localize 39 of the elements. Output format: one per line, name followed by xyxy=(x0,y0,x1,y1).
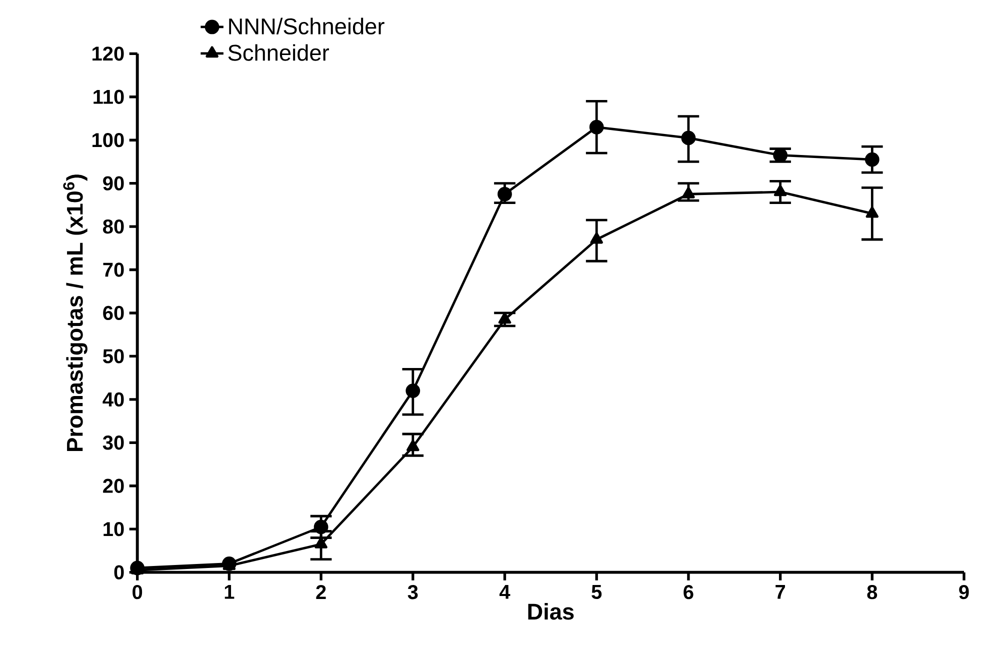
point xyxy=(406,384,420,398)
x-tick-label: 0 xyxy=(132,585,142,600)
y-tick-label: 90 xyxy=(103,176,124,190)
y-tick-label: 50 xyxy=(102,349,124,364)
x-tick-label: 8 xyxy=(867,585,878,600)
y-tick-label: 20 xyxy=(103,478,124,493)
y-tick-label: 120 xyxy=(92,46,124,61)
point xyxy=(773,148,788,162)
x-axis-title: Dias xyxy=(528,603,574,620)
y-tick-label: 10 xyxy=(104,522,124,536)
point xyxy=(406,440,420,452)
point xyxy=(864,152,880,167)
point xyxy=(681,130,696,146)
legend-label: NNN/Schneider xyxy=(229,18,384,34)
point xyxy=(866,206,879,218)
y-tick-label: 70 xyxy=(103,262,124,277)
x-tick-label: 5 xyxy=(592,585,602,599)
y-tick-label: 110 xyxy=(94,90,124,104)
y-tick-label: 0 xyxy=(114,565,124,580)
point xyxy=(498,312,512,324)
x-tick-label: 2 xyxy=(316,585,326,599)
point xyxy=(774,184,787,196)
x-tick-label: 7 xyxy=(776,585,785,599)
x-tick-label: 4 xyxy=(499,585,510,599)
point xyxy=(498,186,512,202)
y-tick-label: 80 xyxy=(103,219,124,234)
y-tick-label: 40 xyxy=(102,392,124,407)
x-tick-label: 6 xyxy=(684,585,694,600)
point xyxy=(589,120,604,134)
y-tick-label: 100 xyxy=(92,133,124,148)
x-tick-label: 3 xyxy=(408,585,418,600)
y-tick-label: 60 xyxy=(103,306,124,320)
x-tick-label: 9 xyxy=(959,585,969,600)
point xyxy=(590,232,603,244)
legend-label: Schneider xyxy=(228,44,329,61)
y-axis-title: Promastigotas / mL (x10$^{6}$) xyxy=(63,174,88,451)
point xyxy=(682,186,695,198)
y-tick-label: 30 xyxy=(102,436,124,450)
x-tick-label: 1 xyxy=(224,585,234,599)
